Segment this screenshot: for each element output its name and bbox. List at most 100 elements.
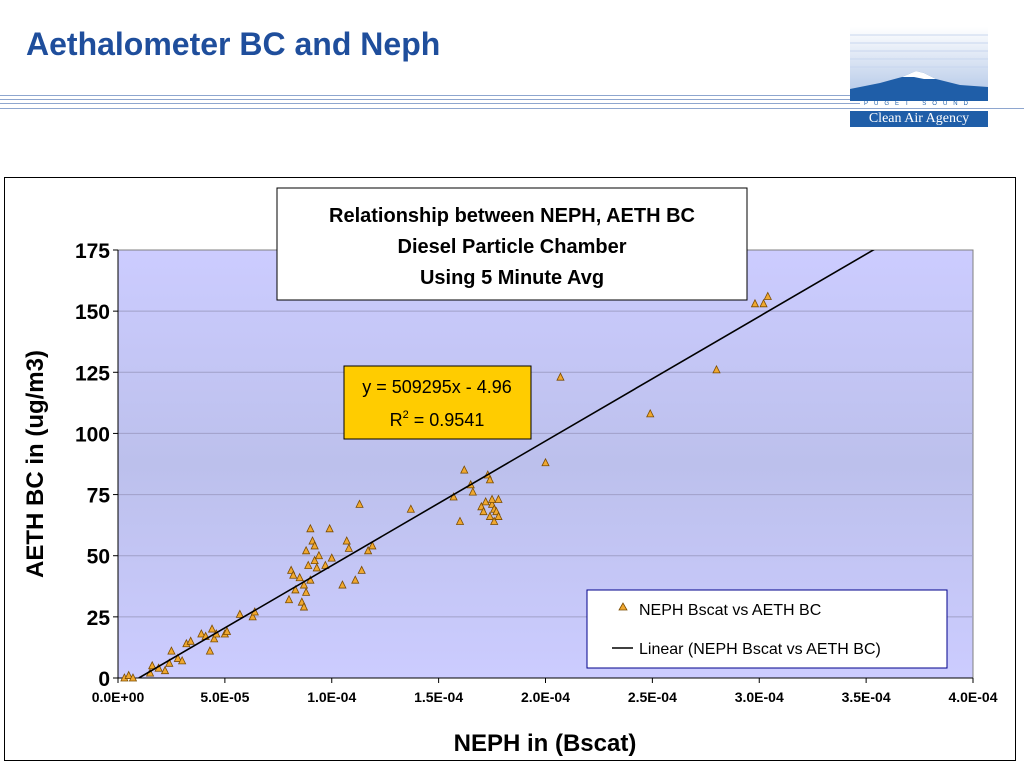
data-point — [357, 565, 366, 574]
header-rule — [0, 99, 860, 100]
data-point — [759, 298, 768, 308]
data-point — [148, 660, 157, 670]
x-tick-label: 2.5E-04 — [628, 689, 677, 705]
data-point — [295, 572, 304, 582]
legend-label: Linear (NEPH Bscat vs AETH BC) — [639, 641, 881, 658]
data-point — [167, 646, 176, 655]
data-point — [460, 465, 469, 474]
data-point — [485, 475, 495, 484]
data-point — [289, 570, 298, 579]
data-point — [325, 523, 334, 533]
data-point — [128, 673, 138, 682]
x-tick-label: 0.0E+00 — [92, 689, 145, 705]
data-point — [342, 536, 351, 545]
y-axis-label: AETH BC in (ug/m3) — [22, 350, 49, 578]
data-point — [165, 658, 174, 667]
data-point — [222, 626, 232, 635]
data-point — [355, 499, 364, 508]
chart-title-box — [276, 187, 748, 301]
data-point — [368, 541, 377, 550]
logo-subtitle: PUGET SOUND — [864, 101, 974, 107]
data-point — [327, 553, 336, 562]
slide-title: Aethalometer BC and Neph — [26, 26, 441, 62]
data-point — [481, 497, 490, 506]
data-point — [712, 364, 721, 374]
logo-name: Clean Air Agency — [850, 111, 988, 127]
y-tick-label: 75 — [87, 485, 111, 508]
data-point — [494, 511, 503, 520]
data-point — [494, 494, 503, 503]
data-point — [455, 516, 465, 525]
data-point — [556, 372, 565, 381]
data-point — [310, 555, 319, 565]
data-point — [314, 550, 324, 560]
header-rule — [0, 103, 860, 104]
mountain-logo-icon — [850, 27, 988, 101]
data-point — [351, 575, 360, 584]
x-tick-label: 4.0E-04 — [948, 689, 997, 705]
data-point — [763, 291, 772, 300]
chart-title: Relationship between NEPH, AETH BC — [329, 205, 695, 227]
data-point — [750, 298, 760, 308]
data-point — [338, 580, 347, 589]
chart-container: 0 25 50 75 100 125 150 175 0.0E+00 5.0E-05 1.0E-04… — [4, 177, 1016, 761]
data-point — [312, 563, 321, 572]
data-point — [248, 611, 257, 621]
data-point — [299, 602, 309, 611]
data-point — [301, 545, 311, 555]
data-point — [406, 504, 415, 513]
data-point — [479, 506, 488, 516]
scatter-chart: 0 25 50 75 100 125 150 175 0.0E+00 5.0E-05 1.0E-04… — [22, 187, 998, 757]
data-point — [291, 585, 300, 594]
y-tick-label: 175 — [75, 240, 110, 263]
trendline — [138, 250, 875, 678]
data-point — [301, 587, 311, 596]
data-point — [310, 541, 319, 550]
data-point — [487, 494, 497, 503]
data-point — [186, 636, 195, 645]
data-point — [197, 629, 206, 638]
x-tick-label: 1.0E-04 — [307, 689, 356, 705]
data-point — [299, 580, 309, 589]
data-point — [490, 516, 499, 525]
data-point — [177, 655, 187, 665]
x-tick-label: 2.0E-04 — [521, 689, 570, 705]
y-tick-label: 100 — [75, 423, 110, 446]
chart-subtitle: Using 5 Minute Avg — [420, 267, 604, 289]
data-point — [284, 594, 294, 604]
x-axis-label: NEPH in (Bscat) — [454, 730, 637, 757]
y-tick-label: 125 — [75, 362, 110, 385]
data-point — [306, 523, 315, 533]
header-rule — [0, 108, 1024, 109]
data-point — [541, 457, 550, 467]
data-point — [207, 624, 217, 633]
data-point — [124, 670, 133, 679]
x-tick-label: 5.0E-05 — [200, 689, 249, 705]
data-point — [304, 560, 313, 569]
data-point — [210, 633, 219, 643]
header-rule — [0, 95, 860, 96]
data-point — [173, 653, 182, 662]
data-point — [235, 609, 244, 618]
legend-label: NEPH Bscat vs AETH BC — [639, 602, 821, 619]
trendline-equation: y = 509295x - 4.96 — [362, 377, 512, 397]
y-tick-label: 150 — [75, 301, 110, 324]
data-point — [485, 511, 495, 520]
legend — [586, 589, 948, 669]
data-point — [646, 408, 655, 418]
y-tick-label: 25 — [87, 607, 111, 630]
legend-marker — [618, 602, 628, 611]
x-tick-label: 3.0E-04 — [735, 689, 784, 705]
chart-subtitle: Diesel Particle Chamber — [398, 236, 627, 258]
data-point — [160, 665, 170, 675]
y-tick-label: 50 — [87, 546, 110, 569]
data-point — [468, 487, 477, 496]
r-squared: R2 = 0.9541 — [390, 409, 485, 430]
data-point — [363, 545, 373, 555]
x-tick-label: 1.5E-04 — [414, 689, 463, 705]
y-tick-label: 0 — [98, 668, 110, 691]
data-point — [205, 646, 215, 655]
agency-logo: PUGET SOUND Clean Air Agency — [850, 27, 988, 127]
x-tick-label: 3.5E-04 — [842, 689, 891, 705]
equation-box — [343, 365, 532, 440]
